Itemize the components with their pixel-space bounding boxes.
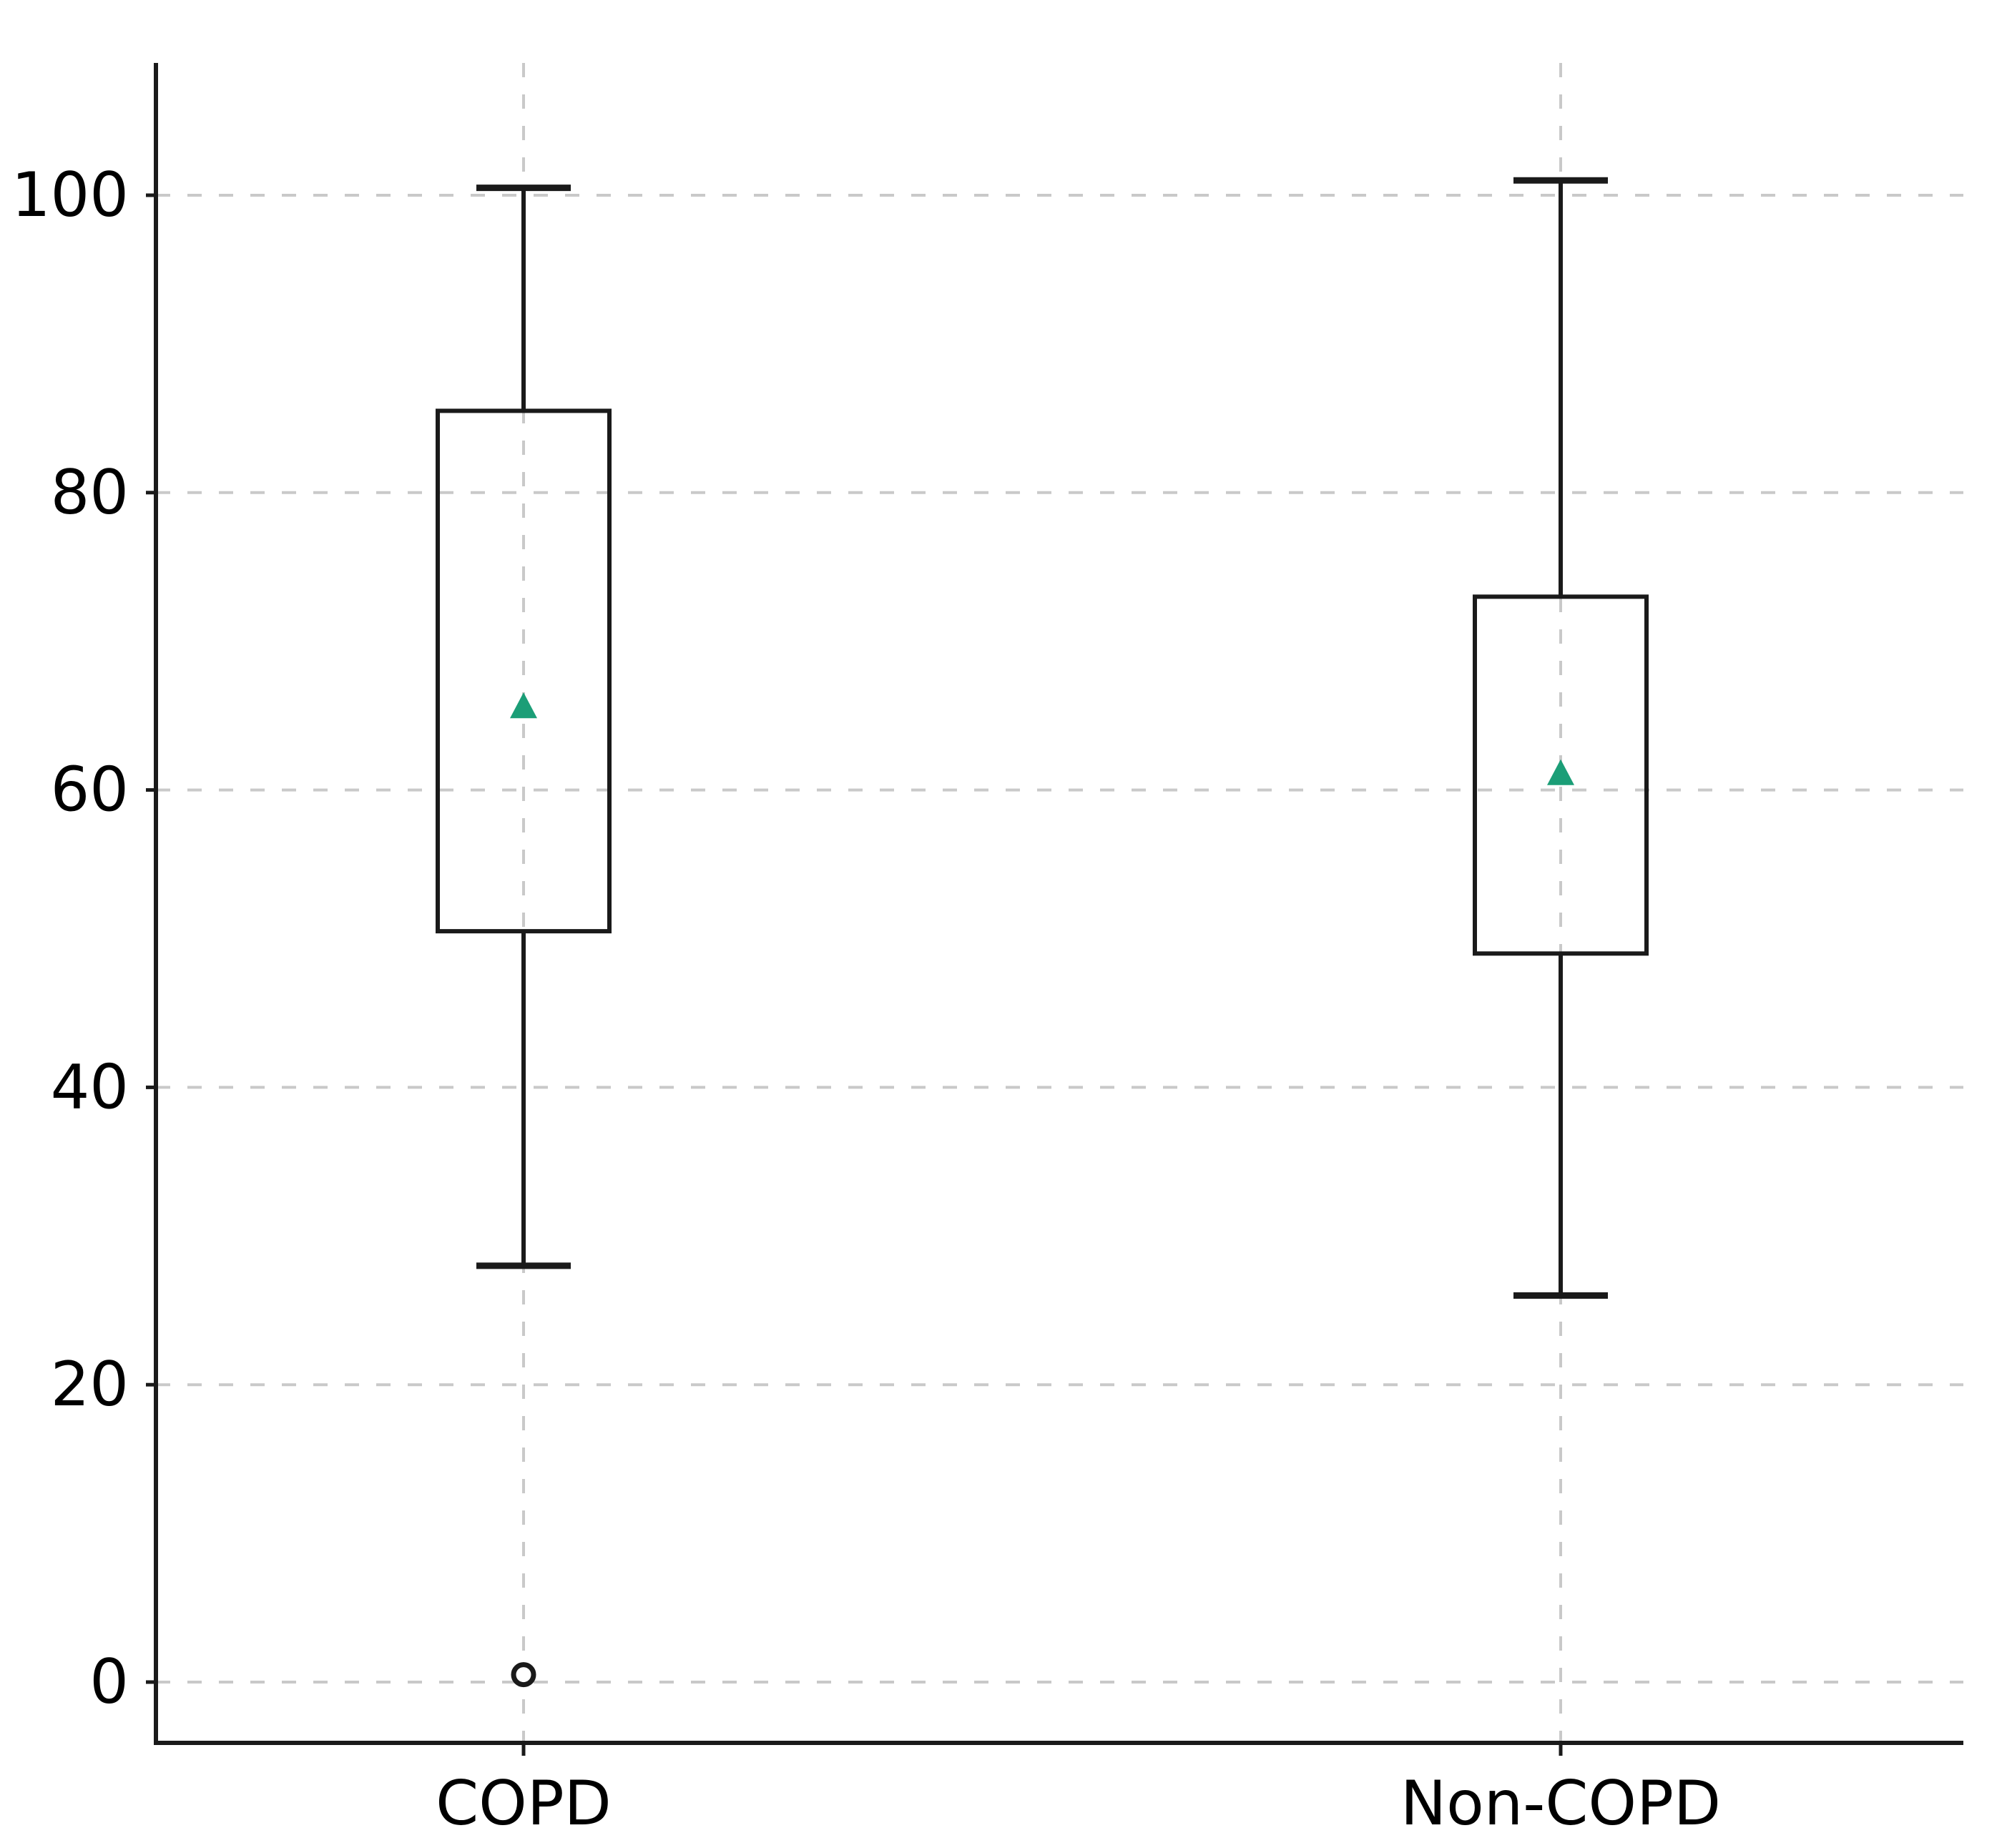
x-tick-label: Non-COPD — [1400, 1768, 1721, 1839]
y-tick-label: 80 — [51, 457, 129, 529]
y-tick-label: 100 — [11, 159, 129, 231]
iqr-box-Non-COPD — [1473, 594, 1649, 956]
y-tick-label: 20 — [51, 1349, 129, 1420]
y-tick-label: 0 — [89, 1646, 129, 1718]
mean-marker-Non-COPD — [1547, 759, 1574, 785]
outlier-point-COPD — [511, 1662, 536, 1688]
mean-marker-COPD — [510, 692, 537, 719]
y-tick-label: 60 — [51, 755, 129, 826]
iqr-box-COPD — [436, 408, 612, 934]
x-tick-label: COPD — [436, 1768, 612, 1839]
y-tick-label: 40 — [51, 1051, 129, 1123]
